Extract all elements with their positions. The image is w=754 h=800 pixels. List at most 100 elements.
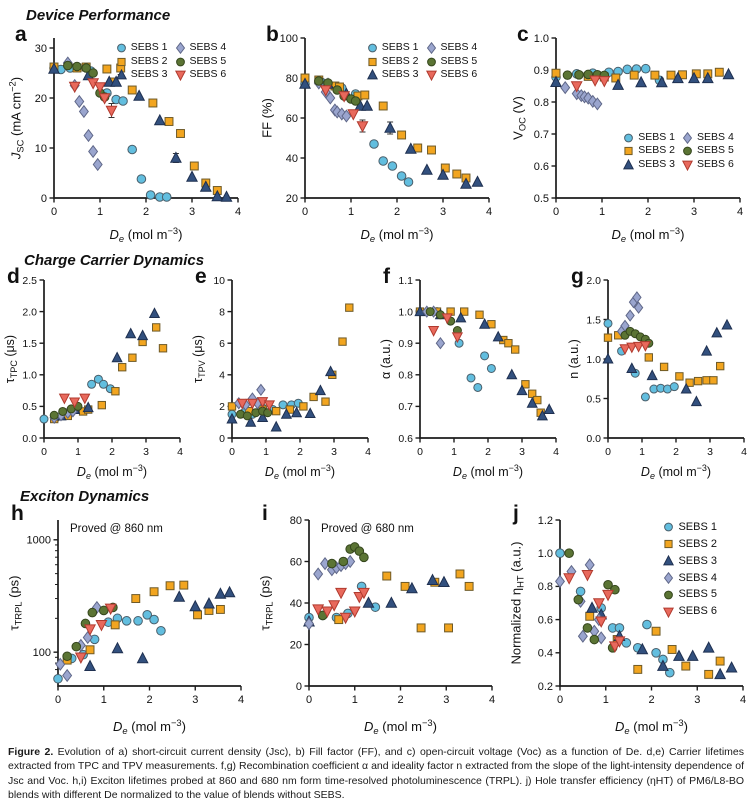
figure-caption: Figure 2. Evolution of a) short-circuit …: [0, 740, 754, 800]
panel-letter-f: f: [383, 265, 390, 288]
svg-text:4: 4: [238, 694, 244, 706]
svg-text:2.0: 2.0: [586, 275, 601, 287]
svg-text:2: 2: [648, 694, 654, 706]
svg-text:4: 4: [489, 694, 495, 706]
svg-text:3: 3: [143, 446, 149, 458]
panel-e: 0 1 2 3 4 0 2 4 6 8 10 e τTPV (μs) De (mol m−3): [188, 266, 376, 486]
legend-item-sebs-2: SEBS 2: [662, 537, 717, 552]
svg-text:0.8: 0.8: [538, 581, 553, 593]
circle-marker-icon: [683, 146, 692, 156]
panel-h-ylabel: τTRPL (ps): [6, 575, 24, 631]
svg-text:1.5: 1.5: [22, 338, 37, 350]
svg-text:0.6: 0.6: [538, 614, 553, 626]
square-marker-icon: [624, 147, 633, 156]
diamond-marker-icon: [426, 42, 436, 54]
svg-text:3: 3: [691, 206, 697, 218]
legend-label: SEBS 1: [130, 41, 168, 54]
legend-label: SEBS 6: [678, 605, 717, 618]
panel-j-legend: SEBS 1 SEBS 2 SEBS 3 SEBS 4 SEBS 5 SEBS 6: [662, 520, 717, 619]
svg-text:0.5: 0.5: [22, 401, 37, 413]
svg-text:30: 30: [35, 43, 47, 55]
circle-marker-icon: [116, 43, 126, 53]
svg-text:10: 10: [35, 143, 47, 155]
panel-e-xlabel: De (mol m−3): [264, 463, 336, 481]
panel-letter-d: d: [7, 265, 20, 288]
square-marker-icon: [117, 57, 126, 66]
caption-body: Evolution of a) short-circuit current de…: [8, 746, 745, 800]
svg-text:100: 100: [280, 33, 298, 45]
panel-a-plot: 0 1 2 3 4 0 10 20 30: [35, 38, 241, 218]
panel-letter-a: a: [15, 23, 27, 46]
svg-text:3: 3: [694, 694, 700, 706]
panel-a: 0 1 2 3 4 0 10 20 30 a JSC (mA cm−2) De (mol m−3) SE…: [0, 23, 251, 248]
legend-item-sebs-5: SEBS 5: [662, 587, 717, 602]
legend-item-sebs-6: SEBS 6: [174, 68, 227, 82]
svg-text:1: 1: [603, 694, 609, 706]
legend-label: SEBS 3: [678, 554, 717, 567]
svg-text:0.7: 0.7: [398, 401, 413, 413]
svg-text:2: 2: [394, 206, 400, 218]
triangle-up-marker-icon: [623, 158, 635, 170]
svg-text:60: 60: [290, 556, 302, 568]
svg-text:0.9: 0.9: [534, 65, 549, 77]
square-marker-icon: [664, 540, 674, 549]
legend-label: SEBS 3: [130, 68, 168, 81]
section-title-device-performance: Device Performance: [26, 7, 171, 24]
panel-letter-i: i: [262, 502, 268, 525]
panel-i: 0 1 2 3 4 0 20 40 60 80 i τTRPL (ps) De (mol m−3) Pro…: [251, 502, 502, 740]
svg-text:1.0: 1.0: [538, 548, 553, 560]
panel-f-xlabel: De (mol m−3): [452, 463, 524, 481]
svg-text:20: 20: [35, 93, 47, 105]
svg-text:4: 4: [219, 370, 225, 382]
caption-label: Figure 2.: [8, 746, 54, 758]
svg-text:0: 0: [306, 694, 312, 706]
svg-text:0: 0: [229, 446, 235, 458]
legend-label: SEBS 4: [189, 41, 227, 54]
legend-label: SEBS 2: [381, 54, 419, 67]
svg-text:1.0: 1.0: [22, 370, 37, 382]
panel-letter-g: g: [571, 265, 584, 288]
legend-item-sebs-5: SEBS 5: [425, 54, 478, 69]
legend-label: SEBS 1: [381, 41, 419, 54]
diamond-marker-icon: [664, 571, 674, 584]
svg-text:4: 4: [177, 446, 183, 458]
svg-text:3: 3: [192, 694, 198, 706]
legend-label: SEBS 4: [440, 41, 478, 54]
circle-marker-icon: [624, 133, 634, 143]
panel-c-plot: 0 1 2 3 4 0.5 0.6 0.7 0.8 0.9 1.0: [534, 33, 743, 218]
panel-b-xlabel: De (mol m−3): [360, 226, 434, 244]
legend-label: SEBS 4: [678, 571, 717, 584]
svg-text:0: 0: [41, 446, 47, 458]
section-title-exciton-dynamics: Exciton Dynamics: [20, 488, 150, 505]
svg-text:6: 6: [219, 338, 225, 350]
svg-text:1.5: 1.5: [586, 314, 601, 326]
panel-c-legend: SEBS 1 SEBS 4 SEBS 2 SEBS 5 SEBS 3 SEBS 6: [622, 131, 734, 172]
panel-c-ylabel: VOC (V): [510, 96, 528, 140]
svg-text:2.0: 2.0: [22, 306, 37, 318]
triangle-down-marker-icon: [682, 160, 694, 171]
svg-text:4: 4: [737, 206, 743, 218]
panel-j-ylabel: Normalized ηHT (a.u.): [508, 541, 526, 665]
triangle-up-marker-icon: [366, 69, 378, 80]
svg-text:80: 80: [290, 515, 302, 527]
legend-label: SEBS 6: [189, 68, 227, 81]
svg-text:1: 1: [599, 206, 605, 218]
svg-text:10: 10: [213, 275, 225, 287]
svg-text:2: 2: [146, 694, 152, 706]
svg-text:0.5: 0.5: [534, 193, 549, 205]
panel-b: 0 1 2 3 4 20 40 60 80 100 b FF (%) De (mol m−3) SEBS …: [251, 24, 502, 248]
panel-a-legend: SEBS 1 SEBS 4 SEBS 2 SEBS 5 SEBS 3 SEBS 6: [115, 41, 227, 82]
svg-text:1.0: 1.0: [586, 354, 601, 366]
legend-label: SEBS 2: [638, 144, 676, 157]
svg-text:1.0: 1.0: [534, 33, 549, 45]
svg-text:1: 1: [348, 206, 354, 218]
svg-text:1000: 1000: [27, 535, 51, 547]
legend-label: SEBS 5: [440, 54, 478, 67]
legend-item-sebs-3: SEBS 3: [662, 554, 717, 569]
legend-label: SEBS 5: [678, 588, 717, 601]
panel-g-plot: 0 1 2 3 4 0.0 0.5 1.0 1.5 2.0: [586, 275, 747, 458]
svg-text:1: 1: [97, 206, 103, 218]
svg-text:0.6: 0.6: [534, 161, 549, 173]
diamond-marker-icon: [682, 131, 693, 144]
legend-label: SEBS 3: [381, 68, 419, 81]
